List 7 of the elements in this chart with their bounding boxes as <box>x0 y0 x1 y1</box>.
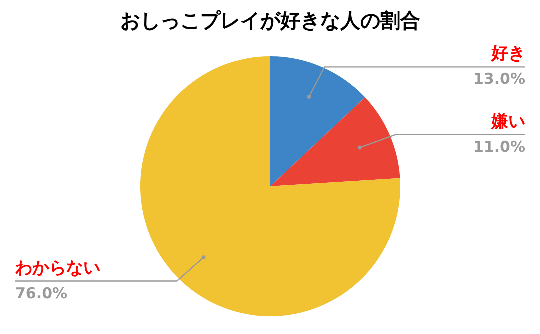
slice-label: わからない <box>14 258 100 278</box>
slice-label: 嫌い <box>490 112 526 132</box>
chart-title: おしっこプレイが好きな人の割合 <box>120 8 420 32</box>
slice-label: 好き <box>490 44 526 64</box>
data-label: 76.0% <box>16 284 68 302</box>
data-label: 13.0% <box>473 70 526 88</box>
data-label: 11.0% <box>473 138 526 156</box>
